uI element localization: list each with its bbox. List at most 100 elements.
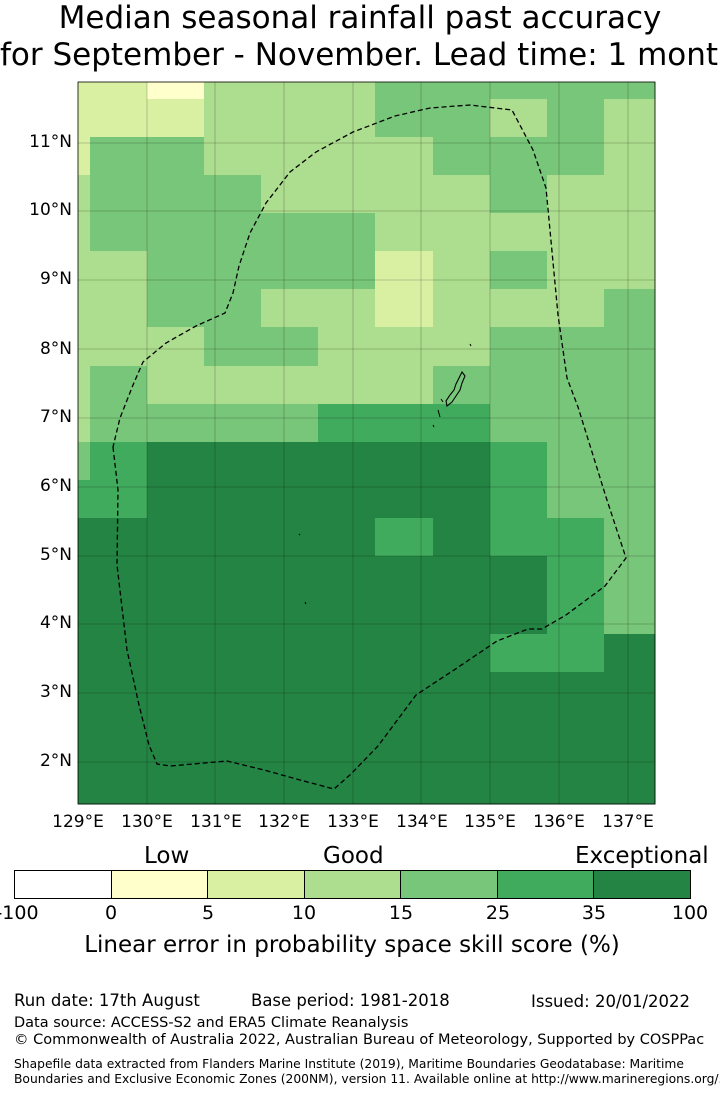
skill-grid-cell	[375, 289, 434, 328]
skill-grid-cell	[433, 634, 491, 673]
skill-grid-cell	[490, 556, 548, 597]
skill-grid-cell	[604, 634, 656, 673]
skill-grid-cell	[604, 175, 656, 214]
skill-grid-cell	[261, 748, 319, 787]
skill-grid-cell	[318, 213, 376, 252]
skill-grid-cell	[147, 99, 205, 138]
skill-grid-cell	[547, 99, 605, 138]
skill-grid-cell	[78, 556, 91, 597]
skill-grid-cell	[490, 596, 548, 635]
skill-grid-cell	[604, 327, 656, 367]
skill-grid-cell	[547, 672, 605, 711]
lon-label: 136°E	[533, 812, 585, 832]
skill-grid-cell	[90, 634, 148, 673]
skill-grid-cell	[433, 137, 491, 176]
skill-grid-cell	[375, 137, 434, 176]
skill-grid-cell	[318, 327, 376, 367]
map-title-line1: Median seasonal rainfall past accuracy	[58, 0, 662, 36]
skill-grid-cell	[375, 748, 434, 787]
skill-grid-cell	[78, 634, 91, 673]
skill-grid-cell	[318, 634, 376, 673]
colorbar-segment	[304, 871, 402, 898]
lon-label: 135°E	[464, 812, 516, 832]
lon-label: 129°E	[52, 812, 104, 832]
skill-grid-cell	[78, 251, 91, 290]
skill-map	[77, 81, 656, 805]
skill-grid-cell	[204, 442, 262, 481]
skill-grid-cell	[375, 480, 434, 519]
skill-grid-cell	[375, 442, 434, 481]
skill-grid-cell	[78, 672, 91, 711]
skill-grid-cell	[490, 82, 548, 100]
skill-grid-cell	[547, 786, 605, 805]
colorbar-tick: -100	[0, 902, 39, 924]
skill-grid-cell	[318, 786, 376, 805]
skill-grid-cell	[204, 404, 262, 443]
skill-grid-cell	[318, 556, 376, 597]
skill-grid-cell	[78, 596, 91, 635]
skill-grid-cell	[261, 175, 319, 214]
skill-grid-cell	[261, 137, 319, 176]
skill-grid-cell	[261, 556, 319, 597]
skill-grid-cell	[90, 327, 148, 367]
skill-grid-cell	[90, 175, 148, 214]
lat-label: 9°N	[39, 269, 72, 289]
skill-grid-cell	[547, 137, 605, 176]
colorbar-tick: 10	[291, 902, 317, 924]
skill-grid-cell	[78, 442, 91, 481]
skill-grid-cell	[78, 480, 91, 519]
skill-grid-cell	[547, 82, 605, 100]
colorbar-tick: 5	[201, 902, 215, 924]
skill-grid-cell	[318, 748, 376, 787]
skill-grid-cell	[490, 748, 548, 787]
skill-grid-cell	[490, 634, 548, 673]
skill-grid-cell	[433, 404, 491, 443]
skill-grid-cell	[90, 289, 148, 328]
skill-grid-cell	[490, 442, 548, 481]
skill-grid-cell	[490, 137, 548, 176]
skill-grid-cell	[433, 175, 491, 214]
skill-grid-cell	[204, 518, 262, 557]
skill-grid-cell	[147, 748, 205, 787]
skill-grid-cell	[490, 213, 548, 252]
skill-grid-cell	[204, 672, 262, 711]
lat-label: 11°N	[29, 132, 72, 152]
skill-grid-cell	[547, 213, 605, 252]
skill-grid-cell	[547, 442, 605, 481]
skill-grid-cell	[261, 404, 319, 443]
skill-grid-cell	[261, 289, 319, 328]
colorbar	[14, 870, 691, 899]
skill-grid-cell	[261, 786, 319, 805]
skill-grid-cell	[78, 175, 91, 214]
skill-grid-cell	[261, 480, 319, 519]
skill-grid-cell	[78, 518, 91, 557]
colorbar-category-good: Good	[323, 843, 384, 869]
skill-grid-cell	[375, 251, 434, 290]
lat-label: 6°N	[39, 476, 72, 496]
skill-grid-cell	[90, 366, 148, 405]
lon-label: 131°E	[190, 812, 242, 832]
skill-grid-cell	[204, 634, 262, 673]
skill-grid-cell	[433, 289, 491, 328]
skill-grid-cell	[90, 251, 148, 290]
skill-grid-cell	[490, 327, 548, 367]
skill-grid-cell	[147, 175, 205, 214]
colorbar-segment	[15, 871, 112, 898]
skill-grid-cell	[78, 366, 91, 405]
lat-label: 5°N	[39, 545, 72, 565]
skill-grid-cell	[547, 596, 605, 635]
colorbar-label: Linear error in probability space skill …	[84, 932, 620, 958]
skill-grid-cell	[490, 404, 548, 443]
colorbar-segment	[208, 871, 305, 898]
skill-grid-cell	[261, 82, 319, 100]
skill-grid-cell	[204, 82, 262, 100]
skill-grid-cell	[547, 404, 605, 443]
skill-grid-cell	[90, 786, 148, 805]
skill-grid-cell	[433, 748, 491, 787]
skill-grid-cell	[433, 786, 491, 805]
skill-grid-cell	[90, 213, 148, 252]
skill-grid-cell	[204, 556, 262, 597]
skill-grid-cell	[318, 82, 376, 100]
colorbar-tick: 25	[485, 902, 511, 924]
skill-grid-cell	[147, 596, 205, 635]
